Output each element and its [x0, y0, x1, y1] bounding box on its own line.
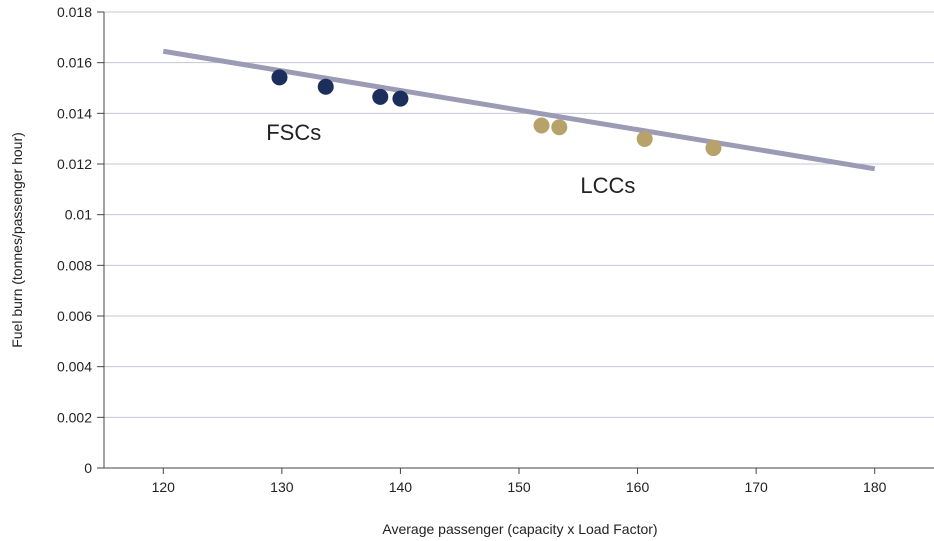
trendline-group — [162, 48, 876, 172]
y-tick-label: 0.016 — [57, 55, 92, 71]
y-tick-label: 0 — [84, 460, 92, 476]
x-tick-label: 150 — [507, 479, 531, 495]
x-tick-label: 170 — [744, 479, 768, 495]
y-tick-label: 0.002 — [57, 409, 92, 425]
annotation-label: FSCs — [266, 120, 321, 145]
data-points — [271, 69, 722, 157]
x-tick-label: 120 — [152, 479, 176, 495]
data-point — [317, 78, 334, 95]
grid-lines — [104, 11, 934, 418]
y-tick-label: 0.008 — [57, 257, 92, 273]
y-tick-label: 0.014 — [57, 105, 92, 121]
annotation-label: LCCs — [580, 173, 635, 198]
data-point — [551, 119, 568, 136]
y-tick-label: 0.018 — [57, 4, 92, 20]
labels: Fuel burn (tonnes/passenger hour) Averag… — [9, 120, 658, 537]
data-point — [392, 90, 409, 107]
data-point — [533, 117, 550, 134]
axes: 0 0.002 0.004 0.006 0.008 0.01 0.012 0.014 0.016… — [57, 4, 934, 495]
data-point — [636, 130, 653, 147]
data-point — [372, 88, 389, 105]
y-axis-title: Fuel burn (tonnes/passenger hour) — [9, 132, 25, 348]
x-tick-label: 180 — [863, 479, 887, 495]
y-tick-label: 0.01 — [65, 207, 92, 223]
x-tick-label: 160 — [626, 479, 650, 495]
y-tick-label: 0.006 — [57, 308, 92, 324]
x-tick-label: 130 — [270, 479, 294, 495]
x-tick-label: 140 — [389, 479, 413, 495]
trendline — [162, 48, 876, 172]
x-axis-title: Average passenger (capacity x Load Facto… — [382, 521, 657, 537]
y-tick-label: 0.012 — [57, 156, 92, 172]
data-point — [271, 69, 288, 86]
y-tick-label: 0.004 — [57, 359, 92, 375]
data-point — [705, 140, 722, 157]
